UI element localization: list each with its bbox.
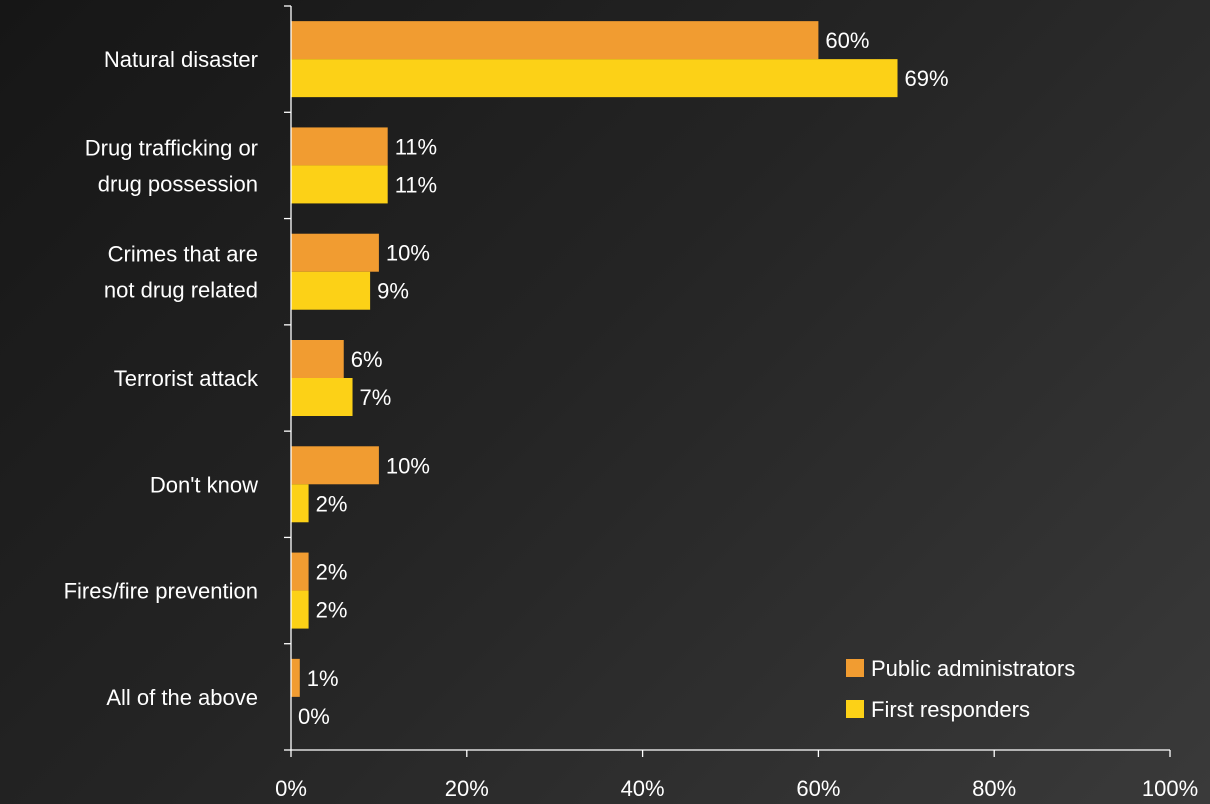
data-label: 9% xyxy=(377,279,409,304)
x-tick-label: 0% xyxy=(275,776,307,801)
category-label: Fires/fire prevention xyxy=(64,579,258,604)
bar xyxy=(291,446,379,485)
category-label: not drug related xyxy=(104,278,258,303)
bar xyxy=(291,233,379,272)
bar xyxy=(291,165,388,204)
legend-label: First responders xyxy=(871,697,1030,722)
x-tick-label: 40% xyxy=(621,776,665,801)
bar xyxy=(291,340,344,378)
category-label: Drug trafficking or xyxy=(85,135,258,160)
x-tick-label: 60% xyxy=(796,776,840,801)
x-tick-label: 80% xyxy=(972,776,1016,801)
legend-swatch xyxy=(846,700,864,718)
data-label: 1% xyxy=(307,666,339,691)
x-tick-labels-group: 0% 20% 40% 60% 80% 100% xyxy=(275,776,1198,801)
data-label: 7% xyxy=(360,385,392,410)
data-label: 10% xyxy=(386,453,430,478)
data-label: 2% xyxy=(316,491,348,516)
bar xyxy=(291,484,309,523)
category-label: Terrorist attack xyxy=(114,366,259,391)
bar xyxy=(291,59,898,98)
category-label: drug possession xyxy=(98,171,258,196)
data-labels-group: 60% 69% 11% 11% 10% 9% 6% 7% 10% 2% 2% 2% 1% 0% xyxy=(298,28,949,729)
category-label: Don't know xyxy=(150,472,258,497)
category-label: All of the above xyxy=(106,685,258,710)
data-label: 10% xyxy=(386,241,430,266)
bars-group xyxy=(291,21,898,697)
bar xyxy=(291,21,819,60)
data-label: 11% xyxy=(395,134,437,159)
legend-label: Public administrators xyxy=(871,656,1075,681)
data-label: 60% xyxy=(825,28,869,53)
x-tick-label: 100% xyxy=(1142,776,1198,801)
data-label: 0% xyxy=(298,704,330,729)
data-label: 2% xyxy=(316,560,348,585)
bar xyxy=(291,590,309,629)
data-label: 6% xyxy=(351,347,383,372)
bar xyxy=(291,552,309,591)
legend: Public administrators First responders xyxy=(846,656,1075,722)
legend-swatch xyxy=(846,659,864,677)
data-label: 2% xyxy=(316,598,348,623)
category-label: Crimes that are xyxy=(108,242,258,267)
bar xyxy=(291,127,388,166)
category-label: Natural disaster xyxy=(104,47,258,72)
data-label: 11% xyxy=(395,172,437,197)
category-labels-group: Natural disaster Drug trafficking or drug … xyxy=(64,47,259,710)
bar xyxy=(291,271,371,310)
bar xyxy=(291,658,300,697)
bar xyxy=(291,378,353,416)
axes-group xyxy=(284,5,1171,757)
x-tick-label: 20% xyxy=(445,776,489,801)
data-label: 69% xyxy=(905,66,949,91)
